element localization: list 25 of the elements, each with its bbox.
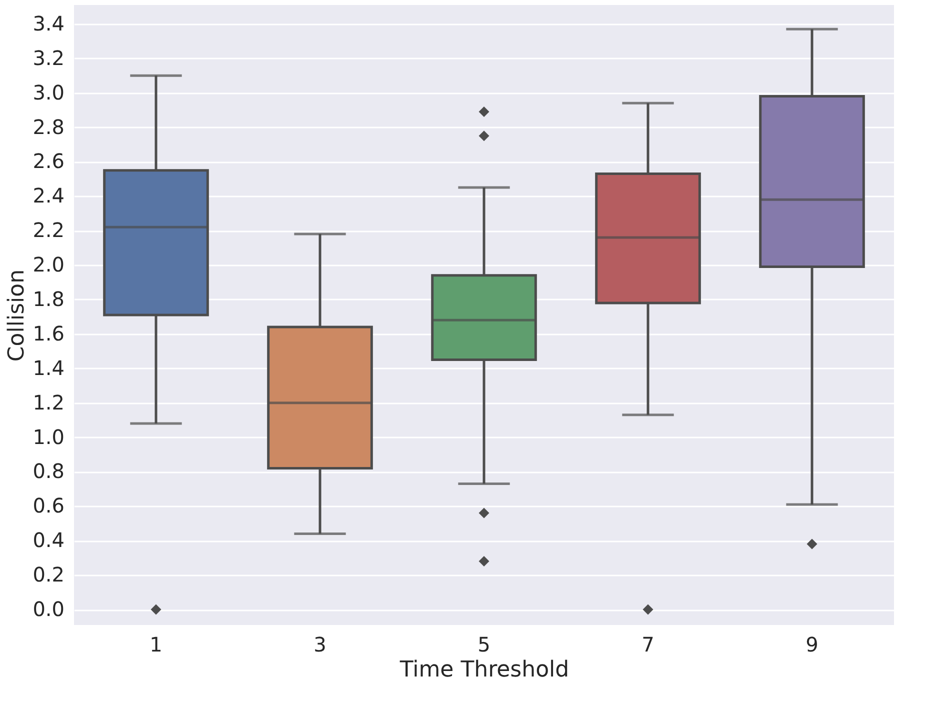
x-tick-label: 3 [314, 632, 326, 656]
y-tick-label: 2.6 [32, 149, 64, 174]
y-tick-label: 3.4 [32, 11, 64, 36]
x-tick-label: 7 [642, 632, 654, 656]
y-axis-title: Collision [4, 269, 30, 362]
y-tick-label: 2.0 [32, 252, 64, 277]
y-tick-label: 3.0 [32, 80, 64, 104]
x-tick-label: 1 [150, 632, 162, 656]
y-tick-label: 1.2 [32, 390, 64, 414]
y-tick-label: 2.4 [32, 184, 64, 208]
x-axis-title: Time Threshold [398, 658, 570, 682]
y-tick-label: 2.2 [32, 218, 64, 242]
y-tick-label: 3.2 [32, 46, 64, 70]
y-tick-label: 0.8 [32, 459, 64, 484]
y-tick-label: 0.2 [32, 562, 64, 587]
y-tick-label: 1.4 [32, 356, 64, 380]
y-tick-label: 0.6 [32, 494, 64, 518]
y-tick-label: 0.0 [32, 597, 64, 621]
y-tick-label: 1.8 [32, 287, 64, 311]
x-tick-label: 9 [806, 632, 818, 656]
y-tick-label: 0.4 [32, 528, 64, 552]
y-tick-label: 1.0 [32, 424, 64, 449]
y-tick-label: 1.6 [32, 321, 64, 346]
y-tick-label: 2.8 [32, 114, 64, 139]
x-tick-label: 5 [478, 632, 490, 656]
